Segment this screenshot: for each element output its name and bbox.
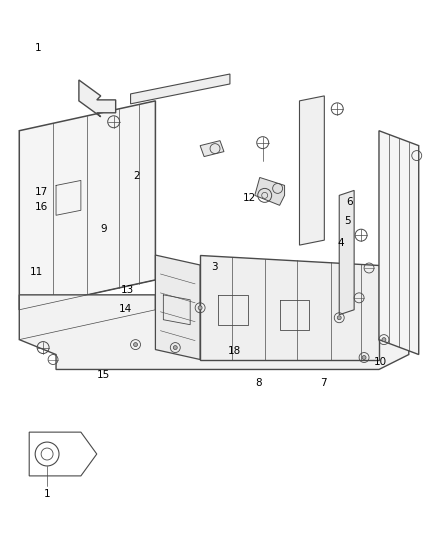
Polygon shape xyxy=(19,101,155,310)
Circle shape xyxy=(134,343,138,346)
Text: 1: 1 xyxy=(44,489,50,499)
Text: 10: 10 xyxy=(374,357,387,367)
Text: 4: 4 xyxy=(338,238,344,248)
Polygon shape xyxy=(339,190,354,315)
Polygon shape xyxy=(29,432,97,476)
Text: 13: 13 xyxy=(121,285,134,295)
Text: 14: 14 xyxy=(119,304,132,314)
Text: 6: 6 xyxy=(346,197,353,207)
Text: 15: 15 xyxy=(97,370,110,380)
Polygon shape xyxy=(255,177,285,205)
Polygon shape xyxy=(379,131,419,354)
Text: 18: 18 xyxy=(228,346,241,357)
Text: 8: 8 xyxy=(255,378,261,388)
Text: 5: 5 xyxy=(344,216,351,227)
Circle shape xyxy=(198,306,202,310)
Polygon shape xyxy=(300,96,324,245)
Text: 17: 17 xyxy=(35,187,48,197)
Text: 16: 16 xyxy=(35,202,48,212)
Polygon shape xyxy=(131,74,230,104)
Polygon shape xyxy=(200,141,224,157)
Text: 3: 3 xyxy=(212,262,218,271)
Circle shape xyxy=(173,345,177,350)
Text: 2: 2 xyxy=(133,172,140,181)
Polygon shape xyxy=(19,295,409,369)
Circle shape xyxy=(337,316,341,320)
Circle shape xyxy=(382,337,386,342)
Text: 7: 7 xyxy=(320,378,327,388)
Text: 9: 9 xyxy=(100,224,107,235)
Polygon shape xyxy=(200,255,379,360)
Text: 11: 11 xyxy=(30,267,43,277)
Text: 1: 1 xyxy=(35,43,42,53)
Text: 12: 12 xyxy=(243,192,256,203)
Polygon shape xyxy=(79,80,116,117)
Polygon shape xyxy=(155,255,200,360)
Circle shape xyxy=(362,356,366,360)
